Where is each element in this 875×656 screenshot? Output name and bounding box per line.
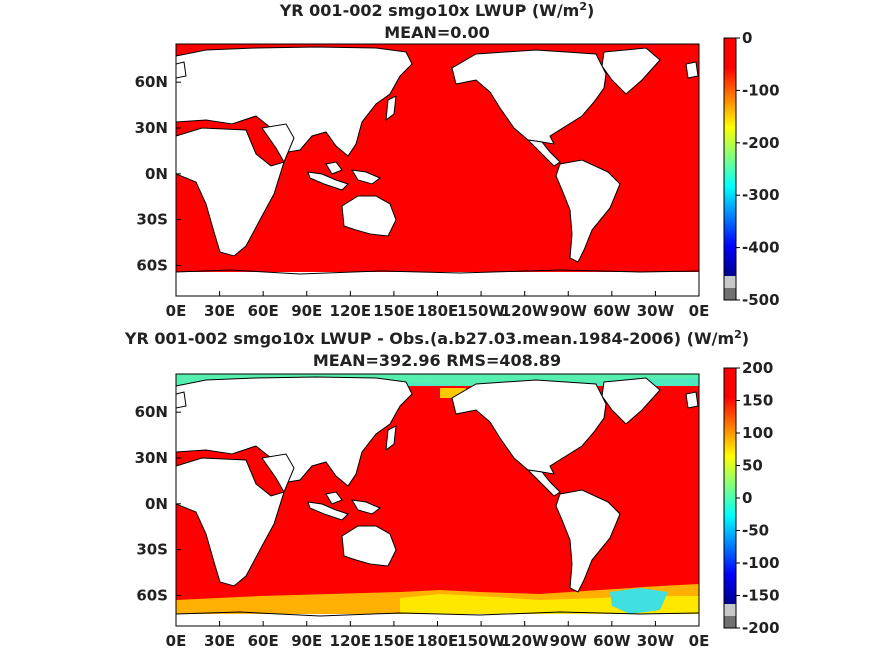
bottom-panel: YR 001-002 smgo10x LWUP - Obs.(a.b27.03.…	[124, 328, 780, 650]
top-cbtick-label: -100	[742, 81, 780, 99]
bottom-xtick-label: 60E	[248, 632, 279, 650]
top-cbtick-label: -200	[742, 134, 780, 152]
bottom-weddell-sea	[610, 588, 668, 614]
bottom-xtick-label: 60W	[593, 632, 631, 650]
top-xtick-label: 150W	[457, 302, 505, 320]
bottom-ytick-label: 30S	[136, 541, 168, 559]
bottom-xtick-label: 150W	[457, 632, 505, 650]
top-ytick-label: 0N	[145, 165, 168, 183]
top-cbtick-label: 0	[742, 29, 752, 47]
bottom-xtick-label: 90W	[550, 632, 588, 650]
bottom-xtick-label: 30E	[204, 632, 235, 650]
bottom-cbtick-label: 200	[742, 359, 773, 377]
top-ytick-label: 60N	[135, 73, 168, 91]
bottom-cbtick-label: -50	[742, 522, 769, 540]
bottom-subtitle: MEAN=392.96 RMS=408.89	[313, 351, 561, 370]
bottom-xtick-label: 120E	[330, 632, 372, 650]
bottom-xtick-label: 0E	[689, 632, 710, 650]
top-xtick-label: 60W	[593, 302, 631, 320]
top-xtick-label: 120E	[330, 302, 372, 320]
top-xtick-label: 150E	[373, 302, 415, 320]
bottom-cbtick-label: -100	[742, 554, 780, 572]
top-xtick-label: 30E	[204, 302, 235, 320]
bottom-ytick-label: 0N	[145, 495, 168, 513]
top-xtick-label: 0E	[166, 302, 187, 320]
bottom-colorbar	[724, 368, 736, 604]
top-colorbar	[724, 38, 736, 276]
top-y-axis: 60N 30N 0N 30S 60S	[135, 73, 181, 274]
top-xtick-label: 90E	[291, 302, 322, 320]
top-colorbar-under	[724, 276, 736, 288]
bottom-colorbar-missing	[724, 616, 736, 628]
top-ytick-label: 60S	[136, 256, 168, 274]
bottom-cbtick-label: -200	[742, 619, 780, 637]
top-cbtick-label: -300	[742, 186, 780, 204]
top-xtick-label: 30W	[637, 302, 675, 320]
bottom-xtick-label: 0E	[166, 632, 187, 650]
bottom-xtick-label: 120W	[501, 632, 549, 650]
top-map	[176, 44, 699, 296]
bottom-map	[176, 374, 699, 626]
top-subtitle: MEAN=0.00	[384, 23, 490, 42]
bottom-colorbar-under	[724, 604, 736, 616]
bottom-cbtick-label: 100	[742, 424, 773, 442]
top-xtick-label: 120W	[501, 302, 549, 320]
bottom-cbtick-label: 50	[742, 457, 763, 475]
top-ytick-label: 30S	[136, 211, 168, 229]
bottom-xtick-label: 180E	[417, 632, 459, 650]
bottom-ytick-label: 60S	[136, 586, 168, 604]
bottom-ytick-label: 30N	[135, 449, 168, 467]
bottom-title: YR 001-002 smgo10x LWUP - Obs.(a.b27.03.…	[124, 328, 749, 348]
top-colorbar-axis: 0 -100 -200 -300 -400 -500	[736, 29, 780, 309]
bottom-xtick-label: 90E	[291, 632, 322, 650]
bottom-cbtick-label: -150	[742, 587, 780, 605]
bottom-ytick-label: 60N	[135, 403, 168, 421]
bottom-xtick-label: 150E	[373, 632, 415, 650]
top-xtick-label: 0E	[689, 302, 710, 320]
bottom-y-axis: 60N 30N 0N 30S 60S	[135, 403, 181, 604]
bottom-colorbar-axis: 200 150 100 50 0 -50 -100 -150 -200	[736, 359, 780, 637]
top-cbtick-label: -500	[742, 291, 780, 309]
bottom-cbtick-label: 0	[742, 489, 752, 507]
top-xtick-label: 90W	[550, 302, 588, 320]
top-colorbar-missing	[724, 288, 736, 300]
top-cbtick-label: -400	[742, 239, 780, 257]
bottom-cbtick-label: 150	[742, 392, 773, 410]
top-xtick-label: 180E	[417, 302, 459, 320]
top-xtick-label: 60E	[248, 302, 279, 320]
top-title: YR 001-002 smgo10x LWUP (W/m2)	[279, 0, 595, 20]
top-ytick-label: 30N	[135, 119, 168, 137]
bottom-xtick-label: 30W	[637, 632, 675, 650]
top-panel: YR 001-002 smgo10x LWUP (W/m2) MEAN=0.00…	[135, 0, 780, 320]
